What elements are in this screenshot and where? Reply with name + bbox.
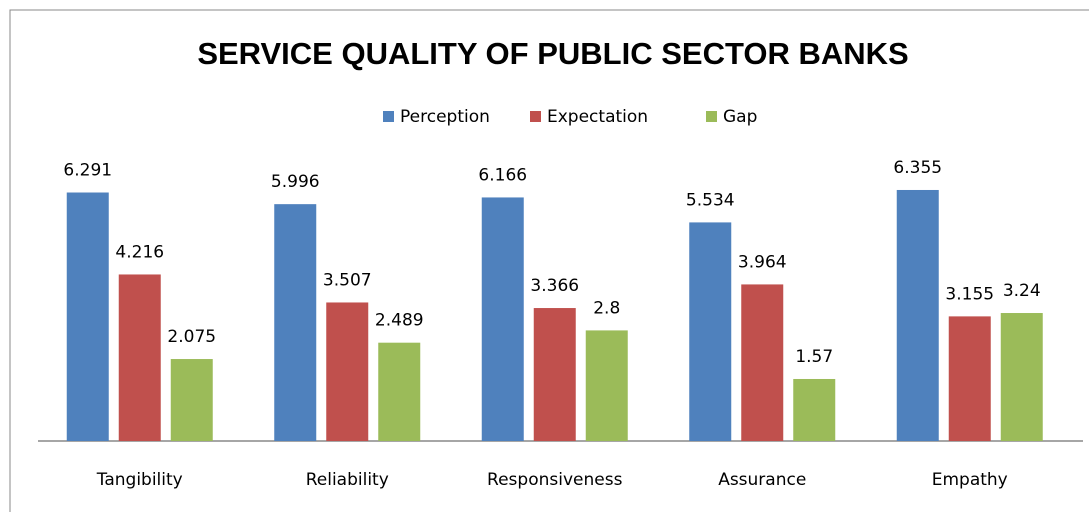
data-label: 3.24	[1003, 281, 1041, 301]
data-label: 3.507	[323, 270, 372, 290]
bar	[118, 274, 161, 441]
data-label: 5.996	[271, 172, 320, 192]
data-label: 3.155	[945, 284, 994, 304]
chart-title: SERVICE QUALITY OF PUBLIC SECTOR BANKS	[197, 36, 908, 71]
bar	[378, 342, 421, 441]
legend-swatch	[383, 111, 394, 122]
x-tick-label: Empathy	[932, 470, 1008, 490]
legend-label: Expectation	[547, 107, 648, 127]
bar	[170, 359, 213, 441]
data-label: 6.166	[478, 165, 527, 185]
data-label: 3.366	[530, 276, 579, 296]
bar	[896, 189, 939, 441]
bar	[533, 308, 576, 441]
x-tick-label: Reliability	[306, 470, 389, 490]
bar	[274, 204, 317, 441]
data-label: 6.355	[893, 158, 942, 178]
legend-swatch	[706, 111, 717, 122]
bar	[948, 316, 991, 441]
bar	[481, 197, 524, 441]
legend-label: Gap	[723, 107, 757, 127]
bar	[1000, 313, 1043, 441]
x-tick-label: Responsiveness	[487, 470, 623, 490]
data-label: 6.291	[63, 161, 112, 181]
legend-label: Perception	[400, 107, 490, 127]
data-label: 4.216	[115, 242, 164, 262]
bar	[66, 192, 109, 441]
x-tick-label: Tangibility	[96, 470, 183, 490]
bar	[793, 378, 836, 441]
data-label: 1.57	[795, 347, 833, 367]
data-label: 3.964	[738, 252, 787, 272]
bar	[689, 222, 732, 441]
bar	[585, 330, 628, 441]
data-label: 2.8	[593, 298, 620, 318]
bar	[741, 284, 784, 441]
data-label: 5.534	[686, 190, 735, 210]
x-tick-label: Assurance	[718, 470, 806, 490]
data-label: 2.075	[167, 327, 216, 347]
bar	[326, 302, 369, 441]
data-label: 2.489	[375, 311, 424, 331]
legend-swatch	[530, 111, 541, 122]
